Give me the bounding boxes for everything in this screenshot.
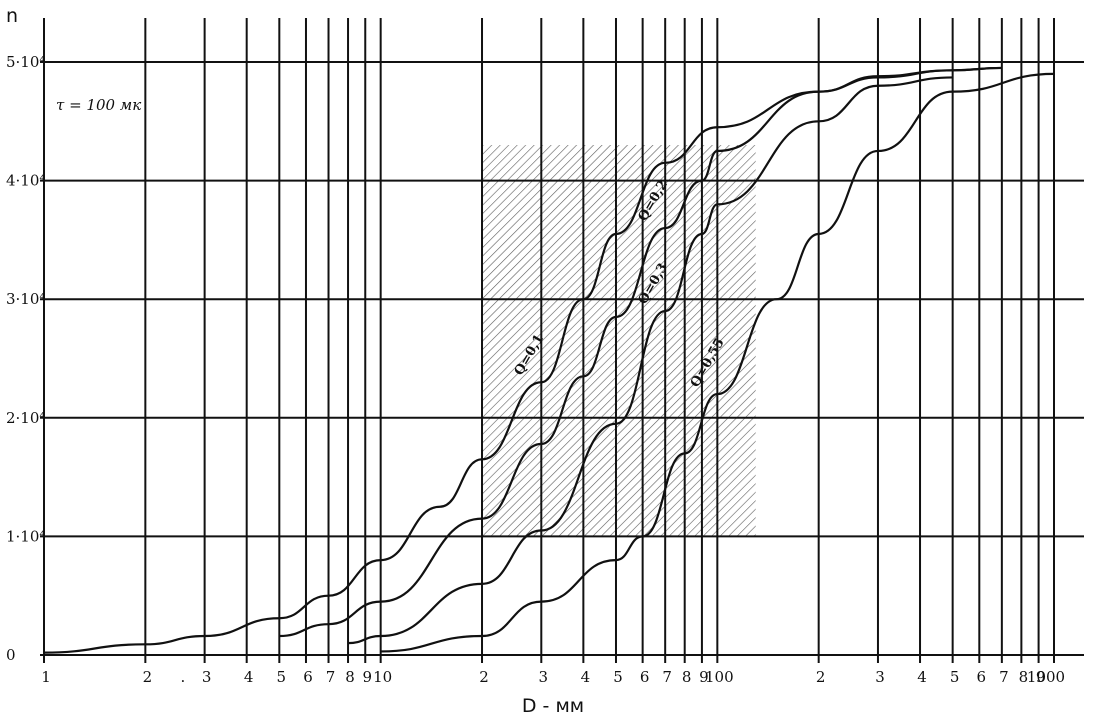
x-tick-label: 8 (345, 668, 355, 686)
annotation-tau: τ = 100 мк (56, 96, 141, 114)
x-tick-label: 1000 (1027, 668, 1065, 686)
x-tick-label: 7 (326, 668, 336, 686)
x-tick-label: 6 (977, 668, 987, 686)
x-tick-label: 100 (705, 668, 734, 686)
y-tick-label: 1·10⁴ (6, 527, 45, 545)
x-tick-label: 5 (950, 668, 960, 686)
x-tick-label: 4 (244, 668, 254, 686)
x-tick-label: 9 (1036, 668, 1046, 686)
x-tick-label: 6 (303, 668, 313, 686)
x-tick-label: 3 (539, 668, 549, 686)
curve-2 (279, 66, 1002, 638)
x-tick-label: 3 (202, 668, 212, 686)
x-tick-label: 5 (277, 668, 287, 686)
shaded-band-rect (482, 145, 756, 537)
x-tick-label: 2 (816, 668, 826, 686)
curves (43, 66, 1055, 654)
x-tick-label: 9 (699, 668, 709, 686)
x-tick-label: 9 (362, 668, 372, 686)
x-tick-label: 7 (999, 668, 1009, 686)
shaded-band (482, 145, 756, 537)
x-tick-label: 5 (613, 668, 623, 686)
x-tick-label: 3 (875, 668, 885, 686)
x-tick-label: 4 (917, 668, 927, 686)
x-tick-label: 8 (682, 668, 692, 686)
y-axis-label: n (6, 5, 18, 27)
x-tick-label: 1 (41, 668, 51, 686)
x-tick-label: 6 (640, 668, 650, 686)
x-tick-label: 7 (662, 668, 672, 686)
x-tick-label: 10 (373, 668, 392, 686)
y-tick-label: 0 (6, 646, 16, 664)
x-tick-label: 4 (581, 668, 591, 686)
x-tick-label: . (180, 668, 185, 686)
x-axis-label: D - мм (522, 695, 584, 717)
curve-4 (380, 72, 1055, 653)
y-tick-label: 5·10⁴ (6, 53, 45, 71)
y-tick-label: 2·10⁴ (6, 409, 45, 427)
grid (40, 18, 1084, 663)
curve-3 (348, 76, 953, 645)
x-tick-label: 2 (143, 668, 153, 686)
y-tick-label: 4·10⁴ (6, 172, 45, 190)
x-tick-label: 2 (479, 668, 489, 686)
x-tick-label: 8 (1019, 668, 1029, 686)
y-tick-label: 3·10⁴ (6, 290, 45, 308)
